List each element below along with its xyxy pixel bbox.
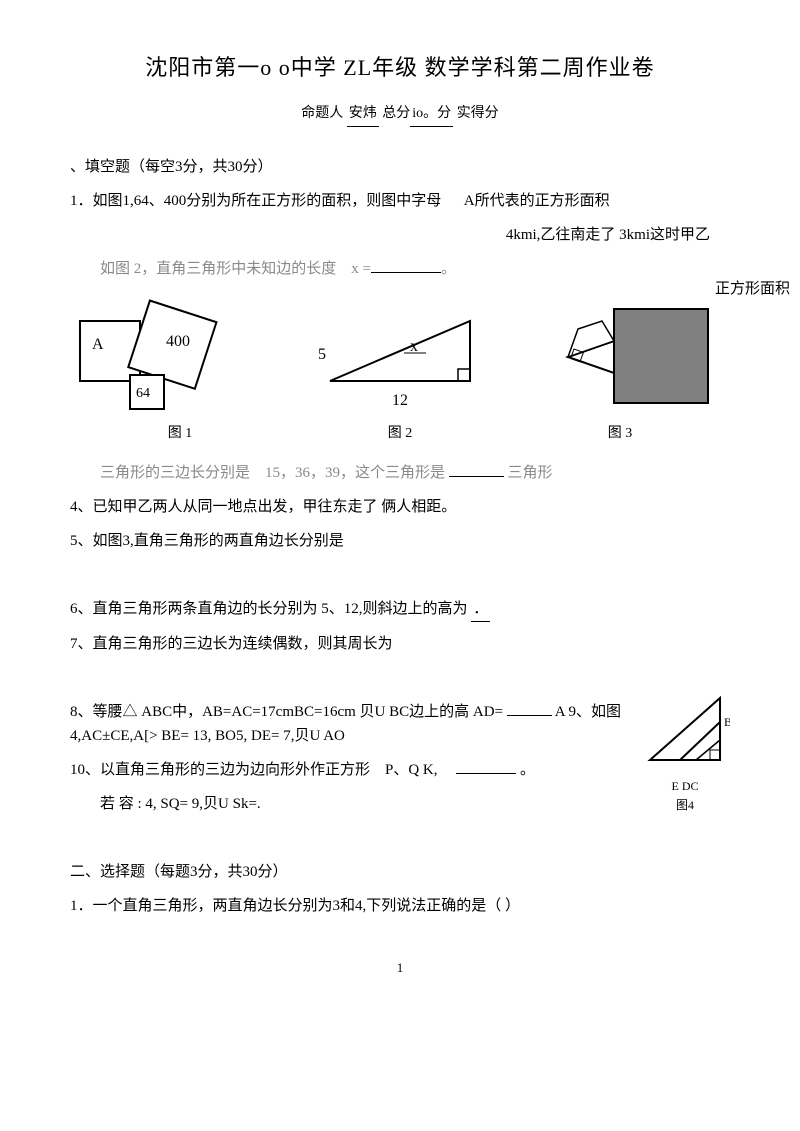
q2-text: 如图 2，直角三角形中未知边的长度 x =: [100, 261, 371, 277]
fig1-400: 400: [166, 333, 190, 350]
q1-text-b: A所代表的正方形面积: [464, 193, 610, 209]
q1: 1．如图1,64、400分别为所在正方形的面积，则图中字母 A所代表的正方形面积: [70, 189, 730, 213]
fig1-A: A: [92, 336, 104, 353]
figure-1: A 400 64: [70, 291, 240, 419]
page-number: 1: [70, 958, 730, 979]
q2-prefix: 如图 2，直角三角形中未知边的长度 x =。: [70, 257, 730, 281]
fig3-label: 图 3: [608, 423, 633, 445]
q10a: 10、以直角三角形的三边为边向形外作正方形 P、Q K, 。: [70, 758, 730, 782]
q3-blank: [449, 461, 504, 477]
q6-dot: ．: [471, 597, 490, 622]
figure-4: B E DC 图4: [640, 690, 730, 815]
figure-row: 正方形面积 A 400 64 5 x 12: [70, 291, 730, 419]
q1-text-a: 1．如图1,64、400分别为所在正方形的面积，则图中字母: [70, 193, 441, 209]
q8: 8、等腰△ ABC中，AB=AC=17cmBC=16cm 贝U BC边上的高 A…: [70, 700, 730, 748]
figure-labels: 图 1 图 2 图 3: [70, 423, 730, 445]
fig2-12: 12: [392, 392, 408, 409]
q8-text: 8、等腰△ ABC中，AB=AC=17cmBC=16cm 贝U BC边上的高 A…: [70, 704, 503, 720]
fig4-label: 图4: [640, 796, 730, 815]
fig4-edc: E DC: [640, 777, 730, 796]
fig1-64: 64: [136, 386, 150, 401]
fig4-B: B: [724, 715, 730, 729]
fig2-label: 图 2: [388, 423, 413, 445]
q3: 三角形的三边长分别是 15，36，39，这个三角形是 三角形: [70, 461, 730, 485]
section-b-heading: 二、选择题（每题3分，共30分）: [70, 860, 730, 884]
q5: 5、如图3,直角三角形的两直角边长分别是: [70, 529, 730, 553]
subhead-midA: 总分: [382, 106, 410, 121]
fig1-label: 图 1: [168, 423, 193, 445]
author: 安炜: [347, 103, 379, 126]
subhead: 命题人 安炜 总分io。分 实得分: [70, 103, 730, 126]
total-score: io。分: [410, 103, 453, 126]
q6: 6、直角三角形两条直角边的长分别为 5、12,则斜边上的高为 ．: [70, 597, 730, 622]
section-a-heading: 、填空题（每空3分，共30分）: [70, 155, 730, 179]
side-label-text: 正方形面积: [715, 277, 790, 301]
q6-text: 6、直角三角形两条直角边的长分别为 5、12,则斜边上的高为: [70, 601, 468, 617]
subhead-prefix: 命题人: [301, 106, 343, 121]
q7: 7、直角三角形的三边长为连续偶数，则其周长为: [70, 632, 730, 656]
fig2-x: x: [410, 338, 418, 355]
figure-2: 5 x 12: [310, 301, 490, 419]
q10b: 若 容 : 4, SQ= 9,贝U Sk=.: [70, 792, 730, 816]
q2-blank: [371, 257, 441, 273]
qB1: 1．一个直角三角形，两直角边长分别为3和4,下列说法正确的是（ ）: [70, 894, 730, 918]
fig2-5: 5: [318, 346, 326, 363]
q8-blank: [507, 700, 552, 716]
subhead-midB: 实得分: [457, 106, 499, 121]
figure-3: [560, 301, 730, 419]
q1-line2: 4kmi,乙往南走了 3kmi这时甲乙: [70, 223, 730, 247]
q3-text: 三角形的三边长分别是 15，36，39，这个三角形是: [100, 465, 445, 481]
q4: 4、已知甲乙两人从同一地点出发，甲往东走了 俩人相距。: [70, 495, 730, 519]
q10a-text: 10、以直角三角形的三边为边向形外作正方形 P、Q K,: [70, 762, 438, 778]
q10-blank: [456, 773, 516, 774]
page-title: 沈阳市第一o o中学 ZL年级 数学学科第二周作业卷: [70, 50, 730, 85]
q3-tail: 三角形: [508, 465, 553, 481]
